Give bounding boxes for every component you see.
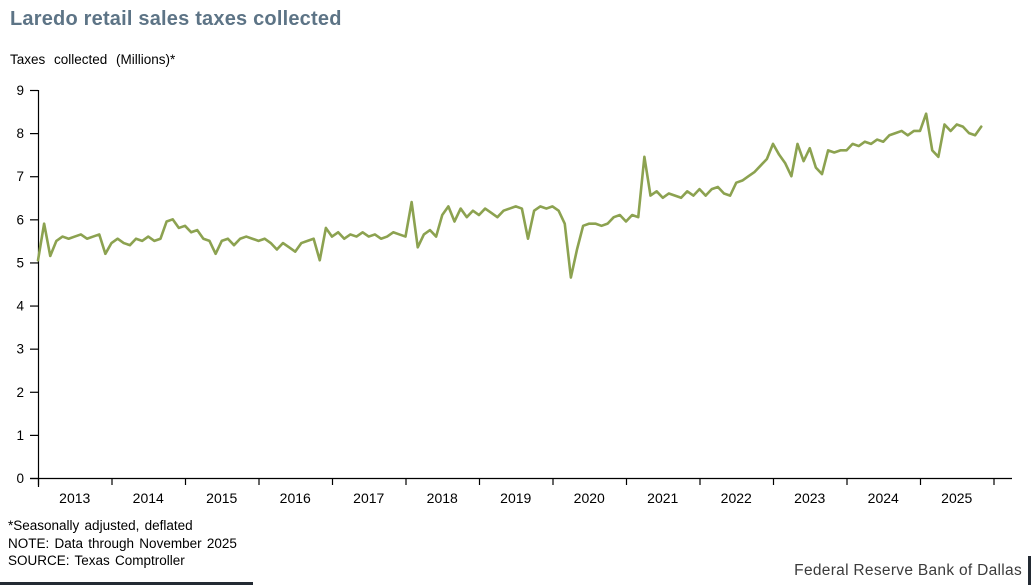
svg-text:7: 7: [16, 169, 24, 184]
footnote-note: NOTE: Data through November 2025: [8, 535, 237, 551]
data-line: [36, 112, 983, 279]
brand-wordmark: Federal Reserve Bank of Dallas: [794, 562, 1022, 579]
svg-text:2019: 2019: [500, 490, 531, 506]
footnote-adjusted: *Seasonally adjusted, deflated: [8, 518, 193, 533]
svg-text:2024: 2024: [868, 490, 899, 506]
svg-text:4: 4: [16, 299, 24, 314]
y-axis-title: Taxes collected (Millions)*: [10, 52, 176, 67]
svg-text:2025: 2025: [941, 490, 972, 506]
footnote-source: SOURCE: Texas Comptroller: [8, 553, 185, 568]
svg-text:2014: 2014: [133, 490, 164, 506]
svg-text:0: 0: [16, 471, 24, 486]
footnotes: *Seasonally adjusted, deflated NOTE: Dat…: [8, 517, 237, 570]
svg-text:2018: 2018: [427, 490, 458, 506]
svg-text:2013: 2013: [59, 490, 90, 506]
axis-tick-labels: 0 1 2 3 4 5 6 7 8 9 2013 2014 2015 2016 2017 2018 2019 20…: [16, 83, 972, 506]
page-title: Laredo retail sales taxes collected: [10, 8, 342, 30]
svg-text:2: 2: [16, 385, 24, 400]
svg-text:6: 6: [16, 212, 24, 227]
svg-text:9: 9: [16, 83, 24, 98]
svg-text:2023: 2023: [794, 490, 825, 506]
svg-text:1: 1: [16, 428, 24, 443]
svg-text:2021: 2021: [647, 490, 678, 506]
svg-text:2020: 2020: [574, 490, 605, 506]
axes: [30, 89, 1012, 487]
svg-text:2022: 2022: [721, 490, 752, 506]
svg-text:5: 5: [16, 255, 24, 270]
brand-vertical-rule: [1028, 556, 1031, 585]
brand-bottom-bar: [0, 582, 253, 585]
svg-text:8: 8: [16, 126, 24, 141]
svg-text:3: 3: [16, 342, 24, 357]
svg-text:2017: 2017: [353, 490, 384, 506]
svg-text:2016: 2016: [280, 490, 311, 506]
svg-text:2015: 2015: [206, 490, 237, 506]
